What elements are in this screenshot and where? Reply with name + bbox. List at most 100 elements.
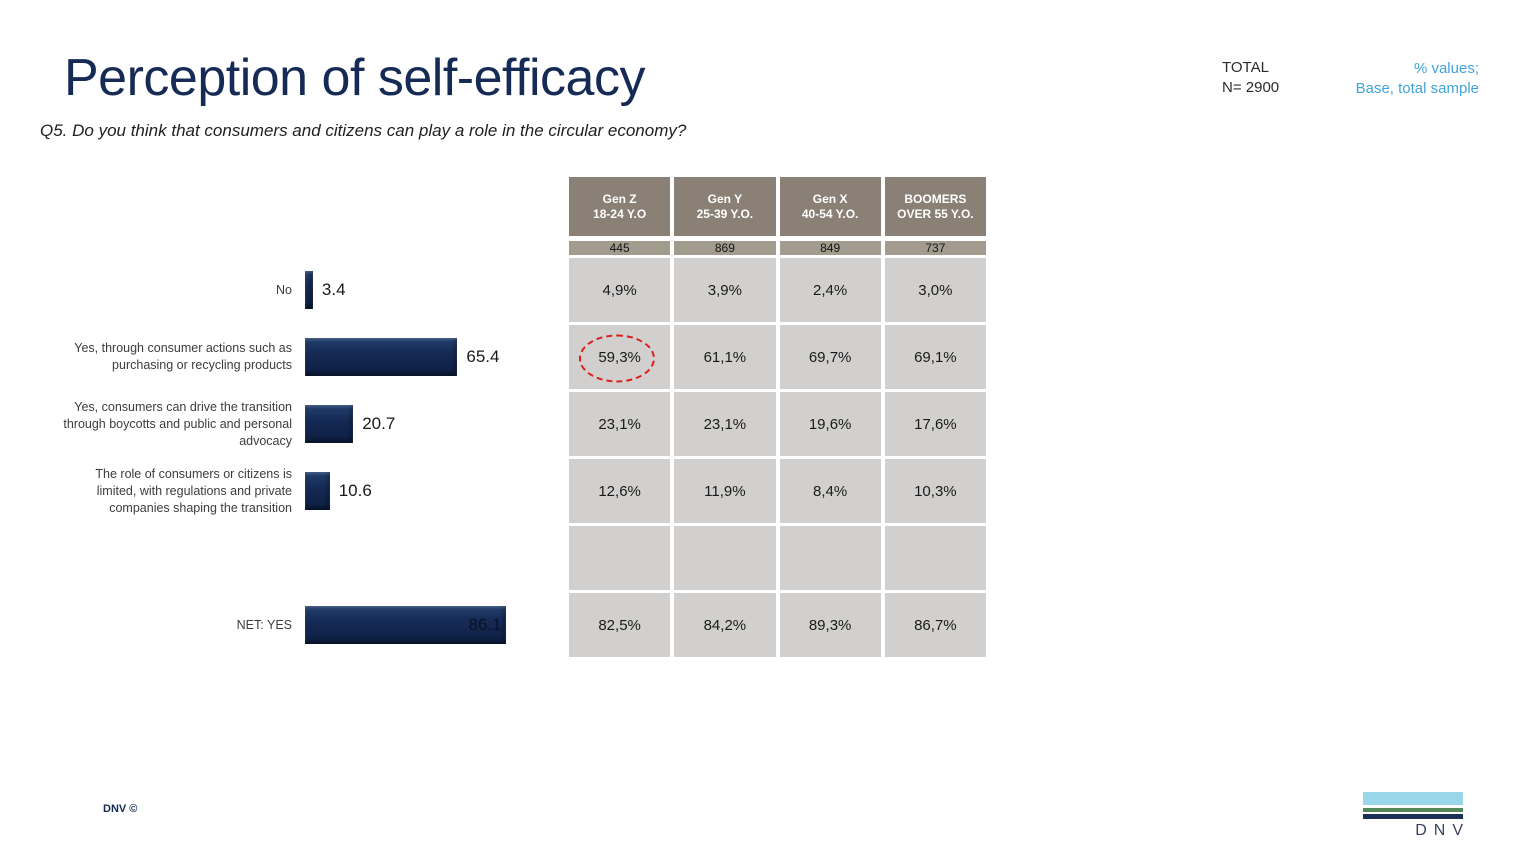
table-cell: 11,9% bbox=[674, 459, 776, 523]
base-count-cell: 445 bbox=[569, 241, 671, 255]
logo-bar-green bbox=[1363, 808, 1463, 812]
chart-category-label: Yes, consumers can drive the transition … bbox=[63, 399, 292, 448]
logo-text: DNV bbox=[1415, 822, 1470, 839]
table-header-cell: Gen Y 25-39 Y.O. bbox=[674, 177, 776, 236]
table-cell: 8,4% bbox=[779, 459, 881, 523]
chart-bar-group: 86.1 bbox=[305, 606, 506, 644]
cell-value: 17,6% bbox=[914, 415, 957, 433]
base-count-cell: 849 bbox=[779, 241, 881, 255]
chart-bar-group: 20.7 bbox=[305, 405, 395, 443]
header-age-label: 25-39 Y.O. bbox=[696, 206, 754, 221]
table-cell bbox=[569, 526, 671, 590]
cell-value: 11,9% bbox=[704, 482, 746, 500]
cell-value: 8,4% bbox=[813, 482, 848, 500]
cell-value: 61,1% bbox=[703, 348, 747, 366]
cell-value: 69,7% bbox=[808, 348, 852, 366]
table-cell: 3,9% bbox=[674, 258, 776, 322]
table-cell: 4,9% bbox=[569, 258, 671, 322]
header-age-label: 40-54 Y.O. bbox=[801, 206, 859, 221]
table-cell: 23,1% bbox=[569, 392, 671, 456]
table-cell: 23,1% bbox=[674, 392, 776, 456]
cell-value: 2,4% bbox=[813, 281, 848, 299]
total-label: TOTAL bbox=[1222, 59, 1269, 76]
chart-value-label: 3.4 bbox=[321, 280, 346, 299]
table-cell: 86,7% bbox=[884, 593, 986, 657]
values-note: % values; Base, total sample bbox=[1356, 59, 1479, 99]
chart-bar bbox=[305, 472, 330, 510]
logo-bar-lightblue bbox=[1363, 792, 1463, 805]
table-cell: 59,3% bbox=[569, 325, 671, 389]
chart-bar bbox=[305, 405, 354, 443]
cell-value: 12,6% bbox=[598, 482, 641, 500]
table-cell: 84,2% bbox=[674, 593, 776, 657]
cell-value: 23,1% bbox=[703, 415, 747, 433]
logo-bar-navy bbox=[1363, 814, 1463, 819]
header-generation-label: Gen Y bbox=[707, 191, 743, 206]
cell-value: 89,3% bbox=[808, 616, 852, 634]
chart-bar-group: 3.4 bbox=[305, 271, 346, 309]
cell-value: 19,6% bbox=[808, 415, 852, 433]
footer-copyright: DNV © bbox=[103, 803, 138, 815]
note-line-1: % values; bbox=[1413, 60, 1479, 77]
dnv-logo: DNV bbox=[1363, 792, 1463, 840]
header-generation-label: Gen X bbox=[812, 191, 848, 206]
cell-value: 3,0% bbox=[918, 281, 953, 299]
chart-bar-group: 10.6 bbox=[305, 472, 372, 510]
table-cell bbox=[884, 526, 986, 590]
table-cell bbox=[674, 526, 776, 590]
note-line-2: Base, total sample bbox=[1355, 80, 1479, 97]
cell-value: 4,9% bbox=[602, 281, 637, 299]
chart-category-label: The role of consumers or citizens is lim… bbox=[95, 466, 292, 515]
chart-value-label: 20.7 bbox=[362, 414, 396, 433]
table-header-cell: BOOMERS OVER 55 Y.O. bbox=[884, 177, 986, 236]
header-generation-label: Gen Z bbox=[602, 191, 637, 206]
header-age-label: OVER 55 Y.O. bbox=[897, 206, 974, 221]
chart-row: Yes, through consumer actions such as pu… bbox=[60, 325, 565, 389]
chart-category-label: No bbox=[276, 282, 292, 297]
chart-value-label: 86.1 bbox=[468, 615, 502, 634]
base-count-cell: 869 bbox=[674, 241, 776, 255]
cell-value: 10,3% bbox=[914, 482, 957, 500]
cell-value: 3,9% bbox=[707, 281, 742, 299]
table-cell: 61,1% bbox=[674, 325, 776, 389]
chart-row: NET: YES 86.1 bbox=[60, 593, 565, 657]
base-count-cell: 737 bbox=[884, 241, 986, 255]
chart-bar-group: 65.4 bbox=[305, 338, 499, 376]
table-cell: 69,1% bbox=[884, 325, 986, 389]
table-cell: 10,3% bbox=[884, 459, 986, 523]
cell-value: 23,1% bbox=[598, 415, 641, 433]
cell-value: 69,1% bbox=[914, 348, 957, 366]
chart-row: No 3.4 bbox=[60, 258, 565, 322]
chart-row: Yes, consumers can drive the transition … bbox=[60, 392, 565, 456]
chart-value-label: 10.6 bbox=[338, 481, 372, 500]
table-base-row: 445 869 849 737 bbox=[569, 241, 986, 255]
table-cell: 69,7% bbox=[779, 325, 881, 389]
chart-row: The role of consumers or citizens is lim… bbox=[60, 459, 565, 523]
cell-value: 84,2% bbox=[703, 616, 747, 634]
table-cell: 17,6% bbox=[884, 392, 986, 456]
header-age-label: 18-24 Y.O bbox=[593, 206, 647, 221]
cell-value: 86,7% bbox=[914, 616, 957, 634]
chart-bar bbox=[305, 271, 313, 309]
generation-table: Gen Z 18-24 Y.O Gen Y 25-39 Y.O. Gen X 40-54 … bbox=[569, 177, 986, 657]
chart-category-label: NET: YES bbox=[236, 617, 292, 632]
table-header-cell: Gen Z 18-24 Y.O bbox=[569, 177, 671, 236]
cell-value: 82,5% bbox=[598, 616, 641, 634]
table-cell: 2,4% bbox=[779, 258, 881, 322]
chart-bar: 86.1 bbox=[305, 606, 506, 644]
table-header-cell: Gen X 40-54 Y.O. bbox=[779, 177, 881, 236]
table-body: 4,9% 3,9% 2,4% 3,0% 59,3% 61,1% 69,7% 69,1% 23,1… bbox=[569, 258, 986, 657]
total-n: N= 2900 bbox=[1222, 79, 1280, 96]
question-text: Q5. Do you think that consumers and citi… bbox=[40, 121, 687, 140]
table-cell: 3,0% bbox=[884, 258, 986, 322]
table-cell: 89,3% bbox=[779, 593, 881, 657]
table-header-row: Gen Z 18-24 Y.O Gen Y 25-39 Y.O. Gen X 40-54 … bbox=[569, 177, 986, 236]
total-block: TOTAL N= 2900 bbox=[1222, 58, 1279, 98]
highlight-ellipse bbox=[578, 334, 655, 383]
chart-category-label: Yes, through consumer actions such as pu… bbox=[74, 341, 292, 372]
page-title: Perception of self-efficacy bbox=[64, 49, 645, 107]
chart-value-label: 65.4 bbox=[466, 347, 500, 366]
table-cell: 82,5% bbox=[569, 593, 671, 657]
chart-bar bbox=[305, 338, 458, 376]
